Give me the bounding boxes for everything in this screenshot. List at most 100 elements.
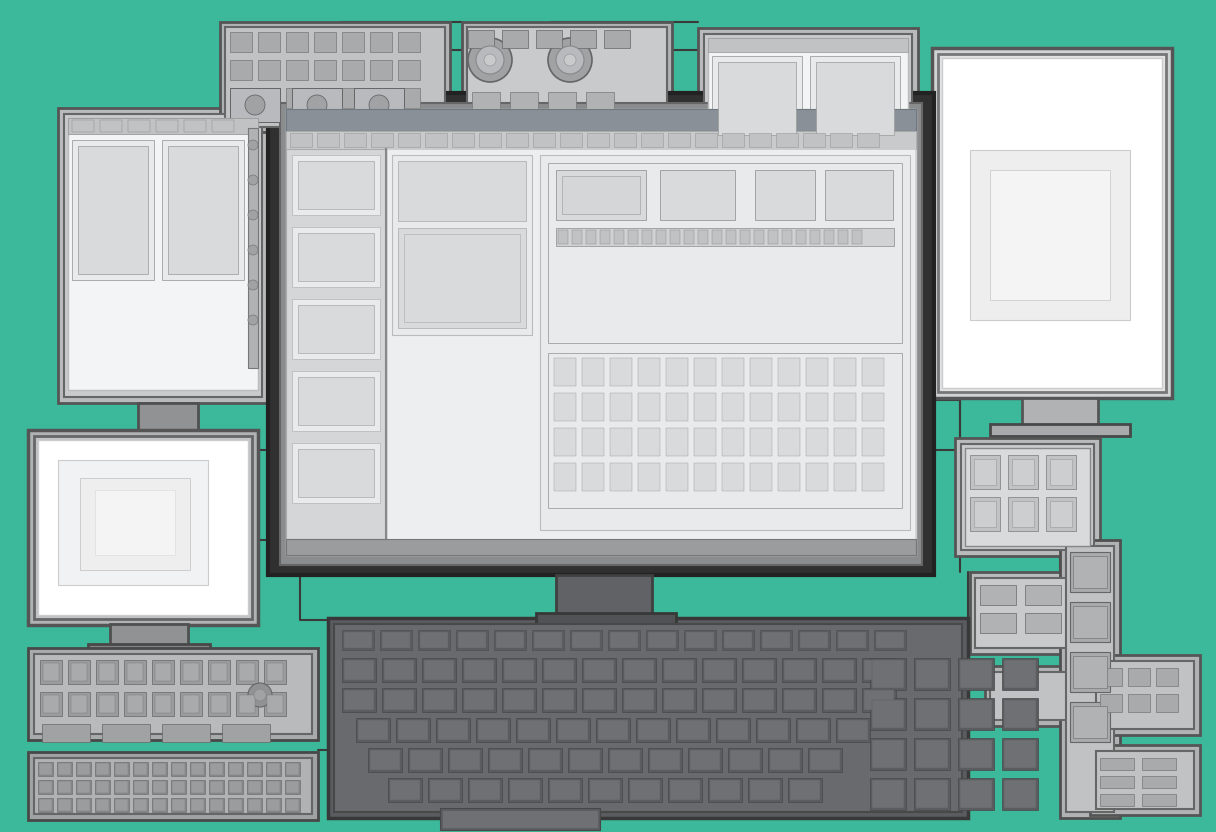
Bar <box>258 32 280 52</box>
Bar <box>502 658 536 682</box>
Bar <box>220 22 450 132</box>
Bar <box>392 155 533 335</box>
Bar <box>586 92 614 112</box>
Circle shape <box>556 46 584 74</box>
Bar <box>191 799 204 811</box>
Bar <box>428 778 462 802</box>
Bar <box>838 230 848 244</box>
Bar <box>95 798 109 812</box>
Bar <box>556 718 590 742</box>
Bar <box>696 133 717 147</box>
Bar <box>248 799 261 811</box>
Bar <box>77 763 90 775</box>
Bar <box>465 690 494 710</box>
Bar <box>96 660 118 684</box>
Bar <box>43 695 60 713</box>
Bar <box>717 720 748 740</box>
Bar <box>75 762 91 776</box>
Bar <box>96 692 118 716</box>
Bar <box>630 780 660 800</box>
Circle shape <box>368 95 389 115</box>
Bar <box>533 133 554 147</box>
Bar <box>229 763 242 775</box>
Bar <box>247 762 261 776</box>
Bar <box>713 230 722 244</box>
Bar <box>28 430 258 625</box>
Bar <box>171 781 185 793</box>
Bar <box>208 660 230 684</box>
Bar <box>1073 706 1107 738</box>
Bar <box>582 688 617 712</box>
Bar <box>655 230 666 244</box>
Bar <box>798 630 831 650</box>
Bar <box>784 690 814 710</box>
Bar <box>58 781 71 793</box>
Bar <box>862 428 884 456</box>
Bar <box>955 438 1100 556</box>
Bar <box>970 150 1130 320</box>
Bar <box>468 778 502 802</box>
Bar <box>862 658 896 682</box>
Bar <box>398 60 420 80</box>
Bar <box>990 424 1130 436</box>
Bar <box>810 750 840 770</box>
Bar <box>223 724 270 742</box>
Bar <box>154 663 171 681</box>
Bar <box>666 393 688 421</box>
Bar <box>72 140 154 280</box>
Bar <box>980 613 1017 633</box>
Bar <box>153 781 167 793</box>
Bar <box>646 630 679 650</box>
Bar <box>1021 398 1098 426</box>
Bar <box>638 428 660 456</box>
Bar <box>424 690 454 710</box>
Bar <box>1100 776 1135 788</box>
Circle shape <box>548 38 592 82</box>
Bar <box>328 618 968 818</box>
Bar <box>248 763 261 775</box>
Bar <box>124 692 146 716</box>
Bar <box>114 762 129 776</box>
Bar <box>342 630 375 650</box>
Bar <box>124 660 146 684</box>
Bar <box>34 436 252 619</box>
Bar <box>40 660 62 684</box>
Bar <box>71 695 88 713</box>
Bar <box>77 799 90 811</box>
Bar <box>285 762 300 776</box>
Bar <box>71 663 88 681</box>
Bar <box>264 692 286 716</box>
Bar <box>869 698 906 730</box>
Bar <box>508 778 542 802</box>
Bar <box>958 658 993 690</box>
Bar <box>342 60 364 80</box>
Circle shape <box>248 210 258 220</box>
Bar <box>1025 585 1062 605</box>
Bar <box>471 780 500 800</box>
Bar <box>762 632 790 648</box>
Bar <box>494 630 527 650</box>
Bar <box>869 778 906 810</box>
Circle shape <box>248 175 258 185</box>
Bar <box>134 781 147 793</box>
Bar <box>570 630 602 650</box>
Bar <box>190 780 206 794</box>
Bar <box>292 227 379 287</box>
Bar <box>38 798 54 812</box>
Bar <box>1002 778 1038 810</box>
Bar <box>638 720 668 740</box>
Bar <box>534 632 562 648</box>
Bar <box>1004 700 1036 728</box>
Bar <box>598 720 627 740</box>
Bar <box>730 750 760 770</box>
Bar <box>382 632 410 648</box>
Bar <box>857 133 879 147</box>
Bar <box>78 146 148 274</box>
Bar <box>931 48 1172 398</box>
Bar <box>286 799 299 811</box>
Bar <box>572 632 599 648</box>
Bar <box>1008 497 1038 531</box>
Bar <box>704 34 912 152</box>
Bar <box>384 690 413 710</box>
Bar <box>96 763 109 775</box>
